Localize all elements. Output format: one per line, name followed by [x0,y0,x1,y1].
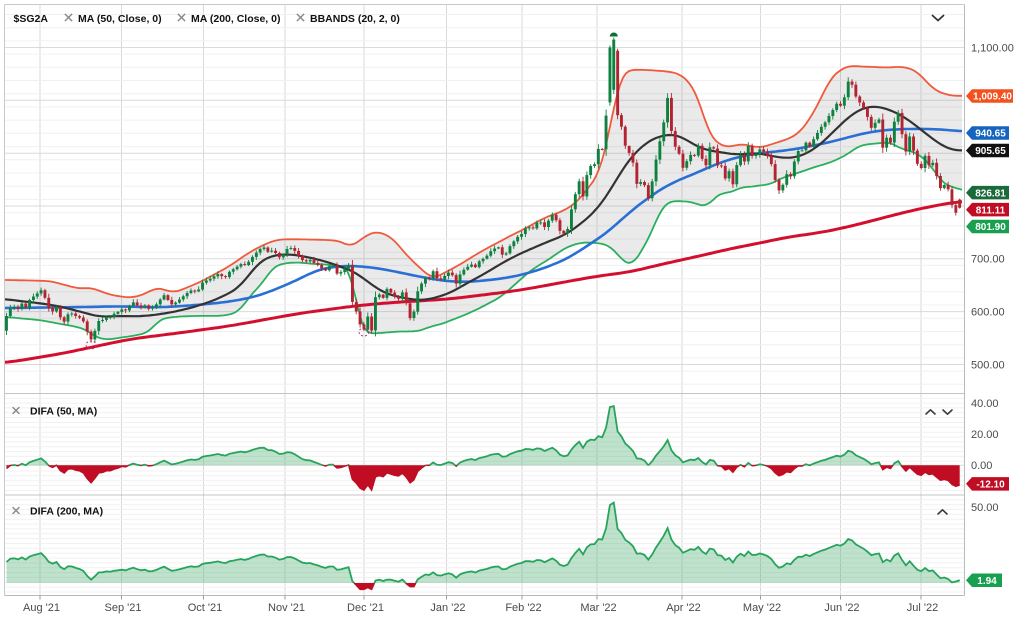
svg-text:40.00: 40.00 [971,398,999,410]
svg-text:500.00: 500.00 [971,359,1005,371]
svg-text:Jun '22: Jun '22 [824,602,859,614]
svg-text:BBANDS (20, 2, 0): BBANDS (20, 2, 0) [310,13,400,25]
svg-text:Sep '21: Sep '21 [105,602,142,614]
svg-text:Mar '22: Mar '22 [580,602,616,614]
svg-text:1.94: 1.94 [977,576,997,587]
svg-text:Aug '21: Aug '21 [23,602,60,614]
svg-text:801.90: 801.90 [975,222,1006,233]
svg-text:$SG2A: $SG2A [14,13,49,25]
svg-text:826.81: 826.81 [975,188,1006,199]
svg-text:Jan '22: Jan '22 [430,602,465,614]
svg-text:1,100.00: 1,100.00 [971,42,1014,54]
svg-text:Apr '22: Apr '22 [666,602,701,614]
svg-text:DIFA (200, MA): DIFA (200, MA) [30,506,103,518]
svg-text:MA (50, Close, 0): MA (50, Close, 0) [78,13,162,25]
svg-text:Jul '22: Jul '22 [907,602,938,614]
svg-text:0.00: 0.00 [971,460,992,472]
svg-text:905.65: 905.65 [975,146,1006,157]
svg-text:700.00: 700.00 [971,254,1005,266]
svg-text:-12.10: -12.10 [976,479,1005,490]
svg-text:600.00: 600.00 [971,306,1005,318]
svg-text:MA (200, Close, 0): MA (200, Close, 0) [191,13,280,25]
svg-text:May '22: May '22 [743,602,781,614]
svg-text:Feb '22: Feb '22 [505,602,541,614]
svg-text:940.65: 940.65 [975,129,1006,140]
svg-text:Dec '21: Dec '21 [347,602,384,614]
svg-text:50.00: 50.00 [971,502,999,514]
svg-text:Oct '21: Oct '21 [188,602,223,614]
svg-text:20.00: 20.00 [971,429,999,441]
svg-text:DIFA (50, MA): DIFA (50, MA) [30,406,97,418]
svg-text:811.11: 811.11 [976,205,1006,216]
svg-text:Nov '21: Nov '21 [268,602,305,614]
svg-text:1,009.40: 1,009.40 [973,92,1012,103]
